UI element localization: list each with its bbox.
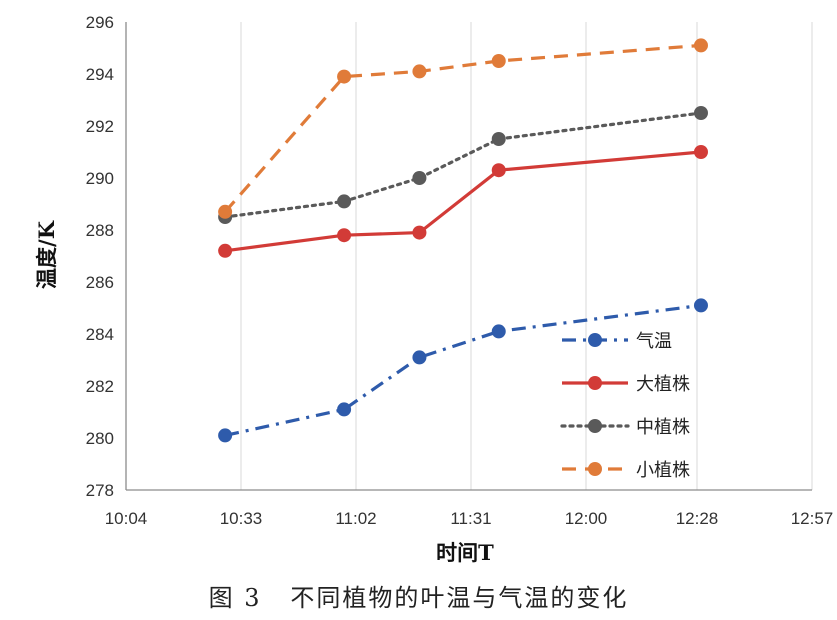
- data-point: [491, 54, 506, 68]
- figure-caption: 图 3 不同植物的叶温与气温的变化: [208, 584, 629, 612]
- y-tick-label: 292: [86, 117, 114, 136]
- legend-label: 中植株: [636, 417, 690, 438]
- data-point: [412, 225, 427, 240]
- legend-marker: [588, 462, 602, 476]
- y-tick-label: 278: [86, 481, 114, 500]
- y-tick-label: 282: [86, 377, 114, 396]
- y-axis-title: 温度/K: [34, 220, 59, 289]
- x-tick-label: 12:28: [676, 509, 719, 528]
- data-point: [693, 106, 708, 120]
- y-tick-label: 288: [86, 221, 114, 240]
- y-tick-label: 284: [86, 325, 114, 344]
- x-tick-label: 10:33: [220, 509, 263, 528]
- data-point: [337, 194, 352, 209]
- legend-marker: [588, 376, 602, 390]
- x-tick-label: 11:31: [450, 509, 491, 528]
- series-line: [224, 303, 702, 437]
- legend-marker: [588, 333, 602, 347]
- x-tick-label: 10:04: [105, 509, 148, 528]
- series-2: [218, 145, 708, 258]
- grid-lines: [125, 22, 813, 490]
- y-tick-label: 286: [86, 273, 114, 292]
- series-group: [218, 38, 708, 443]
- legend-label: 小植株: [636, 460, 690, 481]
- legend-marker: [588, 419, 602, 433]
- y-tick-label: 296: [86, 13, 114, 32]
- data-point: [491, 132, 506, 146]
- tick-labels: 278 280 282 284 286 288 290 292 294 296 10:04 10:33…: [86, 13, 834, 528]
- data-point: [218, 428, 233, 443]
- data-point: [412, 64, 427, 79]
- x-axis-title: 时间T: [436, 540, 494, 565]
- series-line: [223, 43, 702, 213]
- data-point: [412, 350, 427, 365]
- series-1: [218, 298, 708, 443]
- legend-label: 大植株: [636, 374, 690, 395]
- series-3: [218, 106, 708, 224]
- legend-label: 气温: [636, 331, 672, 352]
- series-line: [223, 111, 703, 219]
- y-tick-label: 280: [86, 429, 114, 448]
- series-4: [218, 38, 708, 219]
- data-point: [218, 243, 233, 258]
- x-tick-label: 12:00: [565, 509, 608, 528]
- data-point: [337, 228, 352, 243]
- y-tick-label: 294: [86, 65, 114, 84]
- data-point: [693, 298, 708, 313]
- data-point: [693, 145, 708, 159]
- y-tick-label: 290: [86, 169, 114, 188]
- data-point: [693, 38, 708, 53]
- axes: [125, 22, 812, 491]
- data-point: [491, 324, 506, 339]
- series-line: [224, 150, 702, 253]
- x-tick-label: 11:02: [335, 509, 376, 528]
- data-point: [412, 171, 427, 185]
- data-point: [491, 163, 506, 178]
- data-point: [218, 204, 233, 219]
- data-point: [337, 402, 352, 417]
- data-point: [337, 69, 352, 84]
- x-tick-label: 12:57: [791, 509, 834, 528]
